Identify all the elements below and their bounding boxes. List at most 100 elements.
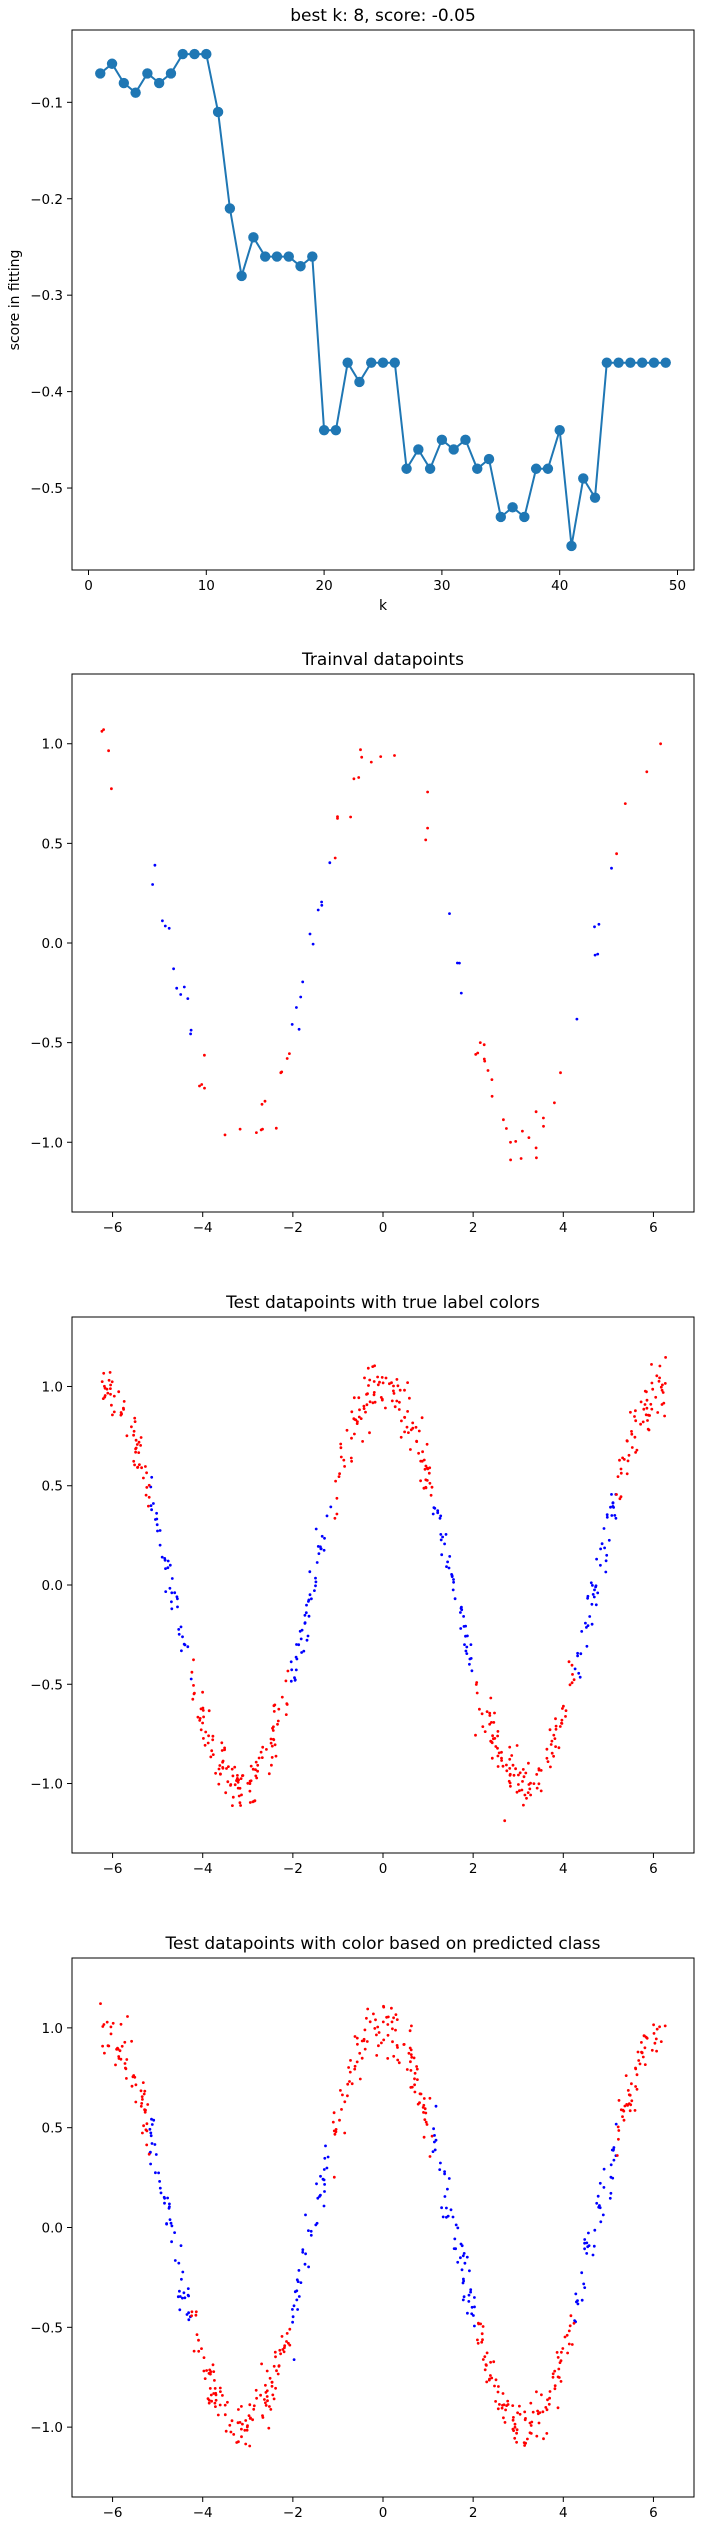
plot-area (100, 1356, 667, 1823)
x-tick-label: −6 (103, 1861, 123, 1877)
data-point (448, 444, 459, 455)
data-point (592, 2244, 596, 2248)
data-point (480, 2340, 484, 2344)
data-point (319, 2174, 322, 2178)
data-point (99, 2002, 102, 2005)
data-point (304, 1611, 308, 1615)
data-point (158, 2180, 162, 2183)
data-point (306, 1634, 310, 1638)
data-point (409, 2060, 412, 2064)
data-point (363, 1376, 366, 1380)
data-point (316, 1545, 320, 1548)
data-point (515, 1790, 519, 1794)
data-point (440, 1553, 444, 1557)
data-point (594, 1584, 598, 1588)
data-point (467, 2300, 471, 2303)
data-point (477, 2321, 480, 2325)
data-point (438, 1516, 442, 1520)
data-point (456, 2226, 460, 2230)
data-point (596, 952, 600, 956)
x-tick-label: 6 (649, 2505, 658, 2521)
chart-title: Test datapoints with color based on pred… (164, 1934, 600, 1954)
data-point (623, 802, 627, 805)
data-point (165, 68, 177, 79)
data-point (301, 2248, 305, 2252)
data-point (509, 1784, 512, 1788)
data-point (272, 1725, 275, 1729)
data-point (590, 1622, 594, 1626)
data-point (511, 2418, 515, 2422)
data-point (268, 2376, 272, 2380)
data-point (177, 1632, 181, 1636)
data-point (314, 2223, 318, 2227)
data-point (365, 1403, 369, 1407)
data-point (599, 1563, 602, 1567)
data-point (528, 2421, 532, 2425)
data-point (110, 1380, 114, 1384)
data-point (496, 1765, 500, 1768)
data-point (523, 1793, 527, 1797)
data-point (187, 2318, 191, 2322)
data-point (152, 1502, 155, 1505)
data-point (270, 1763, 273, 1767)
data-point (192, 1658, 195, 1662)
data-point (513, 2422, 517, 2426)
data-point (290, 1668, 294, 1672)
data-point (448, 1555, 452, 1558)
data-point (226, 1780, 230, 1784)
data-point (192, 1684, 195, 1687)
data-point (266, 2399, 269, 2403)
data-point (633, 1415, 636, 1418)
data-point (605, 1515, 609, 1519)
data-point (170, 1591, 174, 1595)
data-point (150, 2142, 154, 2145)
data-point (398, 1400, 401, 1404)
data-point (255, 1131, 258, 1134)
data-point (132, 1459, 136, 1463)
data-point (652, 2032, 656, 2035)
data-point (497, 1751, 501, 1755)
data-point (138, 1463, 141, 1466)
data-point (153, 2143, 157, 2146)
data-point (566, 2351, 569, 2355)
y-tick-label: 0.5 (42, 1479, 63, 1495)
data-point (378, 1380, 381, 1384)
data-point (615, 1493, 618, 1496)
data-point (636, 357, 648, 368)
data-point (118, 2049, 122, 2053)
data-point (392, 2016, 395, 2020)
data-point (558, 2361, 562, 2365)
data-point (320, 900, 323, 904)
data-point (475, 1691, 479, 1695)
data-point (214, 2393, 218, 2397)
data-point (395, 1399, 399, 1403)
data-point (337, 1475, 341, 1478)
data-point (213, 2379, 216, 2382)
data-point (372, 1391, 376, 1394)
data-point (202, 1737, 205, 1740)
data-point (409, 2069, 413, 2072)
data-point (102, 1371, 106, 1375)
plot-area (95, 48, 671, 552)
data-point (154, 2171, 157, 2175)
data-point (380, 2041, 383, 2045)
data-point (304, 2213, 307, 2217)
data-point (559, 2380, 563, 2383)
data-point (241, 2422, 244, 2426)
data-point (460, 1608, 464, 1612)
data-point (551, 2375, 555, 2379)
data-point (335, 1496, 339, 1500)
data-point (200, 1083, 204, 1086)
data-point (441, 2215, 445, 2219)
data-point (611, 2148, 615, 2152)
data-point (259, 2393, 262, 2397)
data-point (412, 2056, 416, 2060)
data-point (598, 2181, 602, 2185)
data-point (652, 2023, 655, 2027)
data-point (220, 1749, 224, 1752)
data-point (233, 1765, 237, 1769)
data-point (494, 2400, 497, 2403)
data-point (539, 1789, 543, 1793)
data-point (224, 203, 236, 214)
data-point (393, 754, 396, 757)
